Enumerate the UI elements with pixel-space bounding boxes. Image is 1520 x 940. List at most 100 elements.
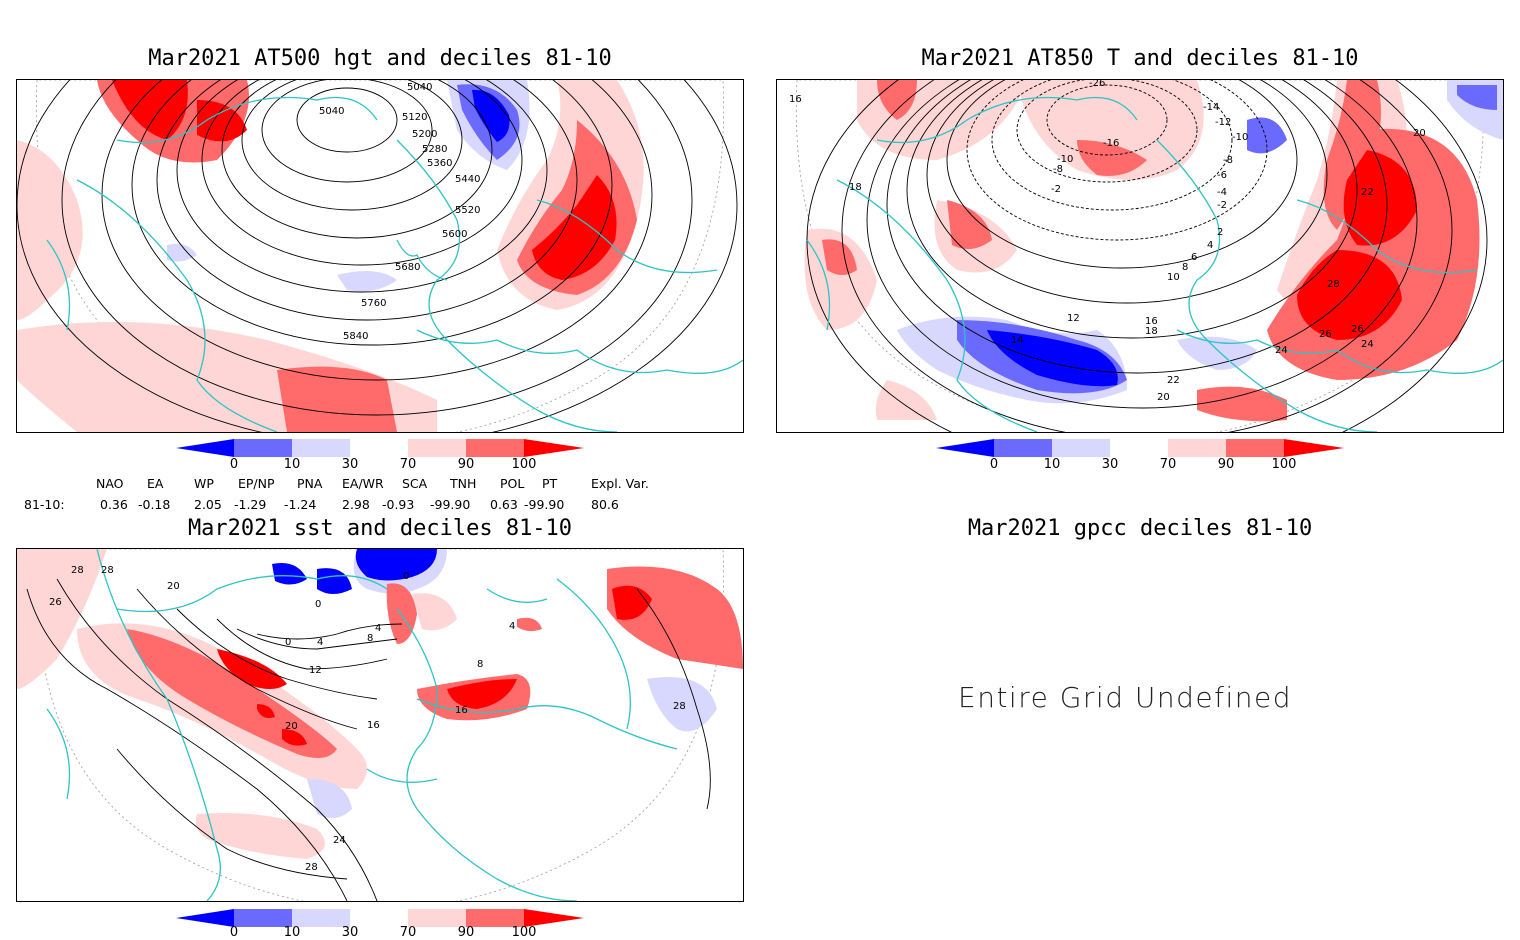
panel-title-sst: Mar2021 sst and deciles 81-10 [187, 516, 573, 541]
t850-label: 22 [1167, 375, 1180, 386]
index-value-nao: 0.36 [100, 497, 128, 512]
cb-t850-tick-70: 70 [1159, 457, 1177, 472]
index-header-wp: WP [194, 476, 214, 491]
index-header-tnh: TNH [450, 476, 477, 491]
map-hgt: 5040 5040 5120 5200 5280 5360 5440 5520 … [16, 79, 744, 433]
t850-label: 18 [1145, 326, 1158, 337]
index-value-sca: -0.93 [382, 497, 415, 512]
sst-label: 24 [333, 835, 346, 846]
t850-label: 2 [1217, 227, 1223, 238]
sst-label: 4 [509, 621, 515, 632]
t850-label: 28 [1327, 279, 1340, 290]
t850-label: -16 [1103, 138, 1119, 149]
cb-hgt-tick-70: 70 [399, 457, 417, 472]
t850-label: -4 [1217, 187, 1227, 198]
t850-label: 8 [1182, 262, 1188, 273]
index-header-explvar: Expl. Var. [591, 476, 649, 491]
map-sst: 28 28 26 20 0 0 4 4 8 12 16 20 24 28 28 … [16, 548, 744, 902]
hgt-label-9: 5600 [442, 229, 467, 240]
sst-label: 20 [285, 721, 298, 732]
sst-label: 0 [403, 571, 409, 582]
sst-label: 28 [71, 565, 84, 576]
hgt-label-8: 5520 [455, 205, 480, 216]
hgt-label-1: 5040 [407, 82, 432, 93]
t850-label: 24 [1275, 345, 1288, 356]
t850-label: -6 [1217, 170, 1227, 181]
panel-title-t850: Mar2021 AT850 T and deciles 81-10 [921, 46, 1359, 71]
index-value-pol: 0.63 [490, 497, 518, 512]
t850-label: 12 [1067, 313, 1080, 324]
sst-label: 8 [477, 659, 483, 670]
sst-label: 28 [101, 565, 114, 576]
index-header-pna: PNA [297, 476, 323, 491]
t850-label: 10 [1167, 272, 1180, 283]
cb-sst-tick-0: 0 [229, 925, 239, 940]
cb-sst-tick-100: 100 [511, 925, 537, 940]
cb-sst-tick-90: 90 [457, 925, 475, 940]
index-value-wp: 2.05 [194, 497, 222, 512]
sst-contour-labels: 28 28 26 20 0 0 4 4 8 12 16 20 24 28 28 … [49, 565, 686, 873]
hgt-label-2: 5040 [319, 106, 344, 117]
t850-label: -10 [1232, 132, 1248, 143]
sst-label: 16 [367, 720, 380, 731]
t850-label: -2 [1217, 200, 1227, 211]
t850-label: -8 [1053, 164, 1063, 175]
panel-title-gpcc: Mar2021 gpcc deciles 81-10 [967, 516, 1313, 541]
colorbar-sst [176, 909, 584, 927]
index-header-epnp: EP/NP [238, 476, 275, 491]
cb-sst-tick-70: 70 [399, 925, 417, 940]
cb-t850-tick-90: 90 [1217, 457, 1235, 472]
t850-label: -2 [1051, 184, 1061, 195]
hgt-label-5: 5280 [422, 144, 447, 155]
hgt-label-10: 5680 [395, 262, 420, 273]
index-header-nao: NAO [96, 476, 124, 491]
panel-title-hgt: Mar2021 AT500 hgt and deciles 81-10 [148, 46, 612, 71]
cb-hgt-tick-100: 100 [511, 457, 537, 472]
t850-label: 16 [1145, 316, 1158, 327]
index-value-explvar: 80.6 [591, 497, 619, 512]
t850-label: -26 [1089, 80, 1105, 89]
sst-label: 0 [315, 599, 321, 610]
sst-label: 12 [309, 665, 322, 676]
cb-t850-tick-0: 0 [989, 457, 999, 472]
hgt-label-11: 5760 [361, 298, 386, 309]
cb-t850-tick-30: 30 [1101, 457, 1119, 472]
t850-label: -10 [1057, 154, 1073, 165]
t850-label: 4 [1207, 240, 1213, 251]
sst-label: 20 [167, 581, 180, 592]
t850-label: -14 [1203, 102, 1219, 113]
t850-label: 24 [1361, 339, 1374, 350]
sst-label: 0 [285, 637, 291, 648]
t850-label: 6 [1191, 252, 1197, 263]
cb-t850-tick-10: 10 [1043, 457, 1061, 472]
hgt-label-4: 5200 [412, 129, 437, 140]
sst-label: 28 [673, 701, 686, 712]
index-value-pna: -1.24 [284, 497, 317, 512]
t850-label: 26 [1351, 324, 1364, 335]
index-header-pt: PT [542, 476, 558, 491]
sst-label: 28 [305, 862, 318, 873]
t850-contour-labels: -26 -14 -12 -10 -8 -6 -4 -2 2 4 6 8 10 1… [789, 80, 1426, 403]
sst-label: 4 [375, 623, 381, 634]
sst-label: 26 [49, 597, 62, 608]
hgt-label-12: 5840 [343, 331, 368, 342]
t850-label: -12 [1215, 117, 1231, 128]
cb-t850-tick-100: 100 [1271, 457, 1297, 472]
hgt-contour-labels: 5040 5040 5120 5200 5280 5360 5440 5520 … [319, 82, 480, 342]
gpcc-undefined-message: Entire Grid Undefined [958, 681, 1293, 714]
hgt-label-6: 5360 [427, 158, 452, 169]
t850-label: 16 [789, 94, 802, 105]
t850-label: 20 [1413, 128, 1426, 139]
t850-label: 26 [1319, 329, 1332, 340]
index-value-ea: -0.18 [138, 497, 171, 512]
sst-label: 16 [455, 705, 468, 716]
map-t850: -26 -14 -12 -10 -8 -6 -4 -2 2 4 6 8 10 1… [776, 79, 1504, 433]
sst-label: 4 [317, 637, 323, 648]
cb-hgt-tick-90: 90 [457, 457, 475, 472]
cb-sst-tick-30: 30 [341, 925, 359, 940]
index-header-pol: POL [500, 476, 525, 491]
t850-label: 18 [849, 182, 862, 193]
cb-hgt-tick-0: 0 [229, 457, 239, 472]
index-value-tnh: -99.90 [430, 497, 471, 512]
index-header-ea: EA [147, 476, 164, 491]
